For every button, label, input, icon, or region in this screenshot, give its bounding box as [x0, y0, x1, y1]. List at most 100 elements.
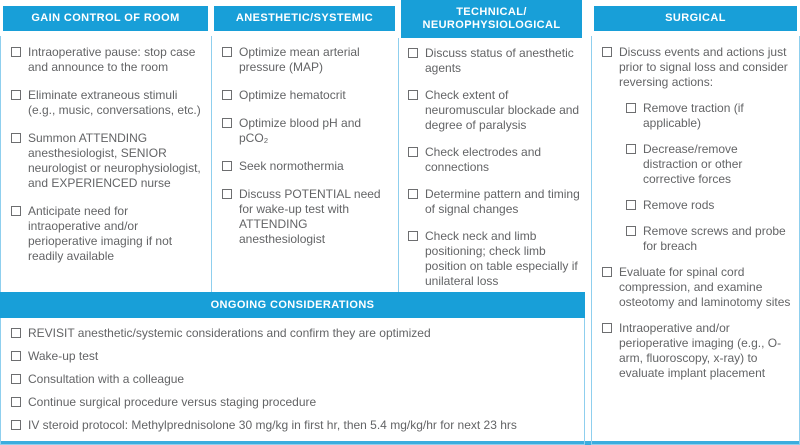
- column-title: TECHNICAL/ NEUROPHYSIOLOGICAL: [401, 0, 582, 38]
- checklist-item-text: REVISIT anesthetic/systemic consideratio…: [28, 326, 431, 340]
- checklist-item-text: Discuss POTENTIAL need for wake-up test …: [239, 187, 381, 246]
- checklist-item: Continue surgical procedure versus stagi…: [11, 395, 574, 410]
- column-header-wrapper: GAIN CONTROL OF ROOM: [0, 0, 211, 36]
- checklist-subitem: Remove rods: [626, 198, 791, 213]
- column-anesthetic-systemic: ANESTHETIC/SYSTEMIC Optimize mean arteri…: [211, 0, 398, 305]
- ongoing-considerations-body: REVISIT anesthetic/systemic consideratio…: [0, 318, 585, 445]
- checklist-item: Seek normothermia: [222, 159, 390, 174]
- checklist-item-text: Continue surgical procedure versus stagi…: [28, 395, 317, 409]
- checklist-item: Anticipate need for intraoperative and/o…: [11, 204, 203, 264]
- checkbox-icon: [408, 48, 418, 58]
- checkbox-icon: [222, 90, 232, 100]
- checkbox-icon: [626, 200, 636, 210]
- column-body: Optimize mean arterial pressure (MAP) Op…: [211, 36, 398, 305]
- checkbox-icon: [11, 374, 21, 384]
- left-region: GAIN CONTROL OF ROOM Intraoperative paus…: [0, 0, 585, 445]
- checklist-item: Optimize mean arterial pressure (MAP): [222, 45, 390, 75]
- column-body: Intraoperative pause: stop case and anno…: [0, 36, 211, 305]
- checklist-item: Evaluate for spinal cord compression, an…: [602, 265, 791, 310]
- column-header-wrapper: SURGICAL: [591, 0, 800, 36]
- column-gain-control-of-room: GAIN CONTROL OF ROOM Intraoperative paus…: [0, 0, 211, 305]
- checkbox-icon: [408, 189, 418, 199]
- checklist-item-text: Evaluate for spinal cord compression, an…: [619, 265, 791, 309]
- column-title: ANESTHETIC/SYSTEMIC: [214, 5, 395, 31]
- checkbox-icon: [222, 189, 232, 199]
- checkbox-icon: [602, 47, 612, 57]
- checkbox-icon: [602, 267, 612, 277]
- checkbox-icon: [11, 328, 21, 338]
- checklist-item-text: Anticipate need for intraoperative and/o…: [28, 204, 173, 263]
- checklist-subitem: Decrease/remove distraction or other cor…: [626, 142, 791, 187]
- checklist-item: Check extent of neuromuscular blockade a…: [408, 88, 581, 133]
- checklist-item-text: IV steroid protocol: Methylprednisolone …: [28, 418, 517, 432]
- column-header-wrapper: TECHNICAL/ NEUROPHYSIOLOGICAL: [398, 0, 585, 38]
- checklist-subitem: Remove screws and probe for breach: [626, 224, 791, 254]
- checklist-item: Eliminate extraneous stimuli (e.g., musi…: [11, 88, 203, 118]
- column-technical-neurophysiological: TECHNICAL/ NEUROPHYSIOLOGICAL Discuss st…: [398, 0, 585, 305]
- checkbox-icon: [222, 47, 232, 57]
- checklist-item-text: Discuss status of anesthetic agents: [425, 46, 574, 75]
- checkbox-icon: [222, 118, 232, 128]
- checklist-item-text: Intraoperative and/or perioperative imag…: [619, 321, 782, 380]
- checklist-item-text: Intraoperative pause: stop case and anno…: [28, 45, 196, 74]
- checkbox-icon: [11, 47, 21, 57]
- checklist-item-text: Remove screws and probe for breach: [643, 224, 786, 253]
- checklist-item-text: Eliminate extraneous stimuli (e.g., musi…: [28, 88, 201, 117]
- checklist-item: Summon ATTENDING anesthesiologist, SENIO…: [11, 131, 203, 191]
- checklist-item: Optimize hematocrit: [222, 88, 390, 103]
- column-title: SURGICAL: [594, 5, 797, 31]
- checklist-item-text: Optimize hematocrit: [239, 88, 346, 102]
- checklist-item: Discuss status of anesthetic agents: [408, 46, 581, 76]
- checklist-item-text: Optimize mean arterial pressure (MAP): [239, 45, 360, 74]
- checklist-item-text: Summon ATTENDING anesthesiologist, SENIO…: [28, 131, 201, 190]
- checklist-item: Discuss events and actions just prior to…: [602, 45, 791, 90]
- ongoing-considerations-title: ONGOING CONSIDERATIONS: [0, 292, 585, 318]
- checkbox-icon: [222, 161, 232, 171]
- checkbox-icon: [408, 231, 418, 241]
- checklist-item: Determine pattern and timing of signal c…: [408, 187, 581, 217]
- checklist-item: Check electrodes and connections: [408, 145, 581, 175]
- column-surgical: SURGICAL Discuss events and actions just…: [591, 0, 800, 445]
- checkbox-icon: [626, 226, 636, 236]
- checklist-item-text: Check extent of neuromuscular blockade a…: [425, 88, 580, 132]
- checklist-item-text: Decrease/remove distraction or other cor…: [643, 142, 743, 186]
- ongoing-considerations-section: ONGOING CONSIDERATIONS REVISIT anestheti…: [0, 292, 585, 445]
- checklist-item-text: Check electrodes and connections: [425, 145, 542, 174]
- checkbox-icon: [11, 206, 21, 216]
- checklist-item: Optimize blood pH and pCO₂: [222, 116, 390, 146]
- checklist-item: Check neck and limb positioning; check l…: [408, 229, 581, 289]
- checklist-item-text: Consultation with a colleague: [28, 372, 185, 386]
- bottom-rule: [0, 441, 800, 445]
- checklist-item-text: Check neck and limb positioning; check l…: [425, 229, 578, 288]
- checklist-item: REVISIT anesthetic/systemic consideratio…: [11, 326, 574, 341]
- checklist-item: Intraoperative and/or perioperative imag…: [602, 321, 791, 381]
- checklist-item-text: Wake-up test: [28, 349, 99, 363]
- column-title: GAIN CONTROL OF ROOM: [3, 5, 208, 31]
- checkbox-icon: [11, 133, 21, 143]
- column-body: Discuss events and actions just prior to…: [591, 36, 800, 445]
- checklist-item: Wake-up test: [11, 349, 574, 364]
- checkbox-icon: [408, 147, 418, 157]
- checklist-item: IV steroid protocol: Methylprednisolone …: [11, 418, 574, 433]
- checkbox-icon: [11, 90, 21, 100]
- checkbox-icon: [602, 323, 612, 333]
- checklist-item-text: Determine pattern and timing of signal c…: [425, 187, 580, 216]
- checkbox-icon: [11, 420, 21, 430]
- checklist-item: Consultation with a colleague: [11, 372, 574, 387]
- checklist-item-text: Remove rods: [643, 198, 715, 212]
- checklist-subitem: Remove traction (if applicable): [626, 101, 791, 131]
- column-header-wrapper: ANESTHETIC/SYSTEMIC: [211, 0, 398, 36]
- checklist-item-text: Optimize blood pH and pCO₂: [239, 116, 362, 145]
- checkbox-icon: [408, 90, 418, 100]
- checkbox-icon: [11, 351, 21, 361]
- checkbox-icon: [626, 144, 636, 154]
- checklist-item: Intraoperative pause: stop case and anno…: [11, 45, 203, 75]
- column-body: Discuss status of anesthetic agents Chec…: [398, 38, 585, 305]
- checkbox-icon: [626, 103, 636, 113]
- top-columns: GAIN CONTROL OF ROOM Intraoperative paus…: [0, 0, 585, 305]
- checklist-item-text: Discuss events and actions just prior to…: [619, 45, 788, 89]
- checklist-item-text: Seek normothermia: [239, 159, 344, 173]
- checklist-item: Discuss POTENTIAL need for wake-up test …: [222, 187, 390, 247]
